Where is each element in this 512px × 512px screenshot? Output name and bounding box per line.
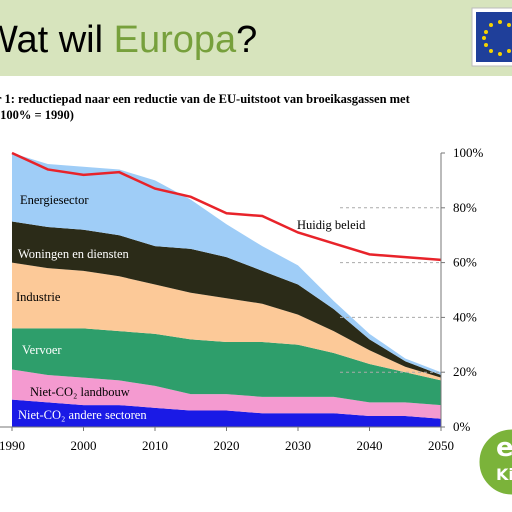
logo-text: Ki [496,465,512,484]
slide-title: Wat wil Europa? [0,19,257,61]
area [12,328,441,406]
x-tick-label: 2050 [428,438,454,453]
series-label: Niet-CO₂ landbouw [30,385,130,399]
x-tick-label: 2030 [285,438,311,453]
series-label: Energiesector [20,193,89,207]
line-label: Huidig beleid [297,218,366,232]
series-label: Woningen en diensten [18,247,130,261]
logo-text: e [496,433,512,463]
y-tick-label: 80% [453,200,477,215]
area [12,262,441,381]
series-label: Vervoer [22,343,62,357]
caption-line: r 1: reductiepad naar een reductie van d… [0,92,411,106]
y-tick-label: 100% [453,145,484,160]
title-part: ? [236,19,257,61]
eu-flag [471,7,512,67]
x-tick-label: 2020 [214,438,240,453]
series-label: Industrie [16,290,61,304]
area [12,399,441,427]
title-part: Wat wil [0,19,114,61]
series-label: Niet-CO₂ andere sectoren [18,408,147,422]
line [11,151,442,262]
title-part: Europa [114,19,237,61]
logo: e Ki [476,426,512,498]
x-tick-label: 2000 [71,438,97,453]
y-tick-label: 60% [453,255,477,270]
header-band [0,0,512,76]
y-tick-label: 40% [453,309,477,324]
x-tick-label: 2010 [142,438,168,453]
y-tick-label: 20% [453,364,477,379]
caption-line: (100% = 1990) [0,108,74,122]
y-tick-label: 0% [453,419,471,434]
x-tick-label: 2040 [357,438,383,453]
x-tick-label: 1990 [0,438,25,453]
area [12,153,441,375]
chart: 0% 20% 40% 60% 80% 100% 1990 2000 2010 2020 2030 20… [0,145,484,453]
area [12,221,441,378]
